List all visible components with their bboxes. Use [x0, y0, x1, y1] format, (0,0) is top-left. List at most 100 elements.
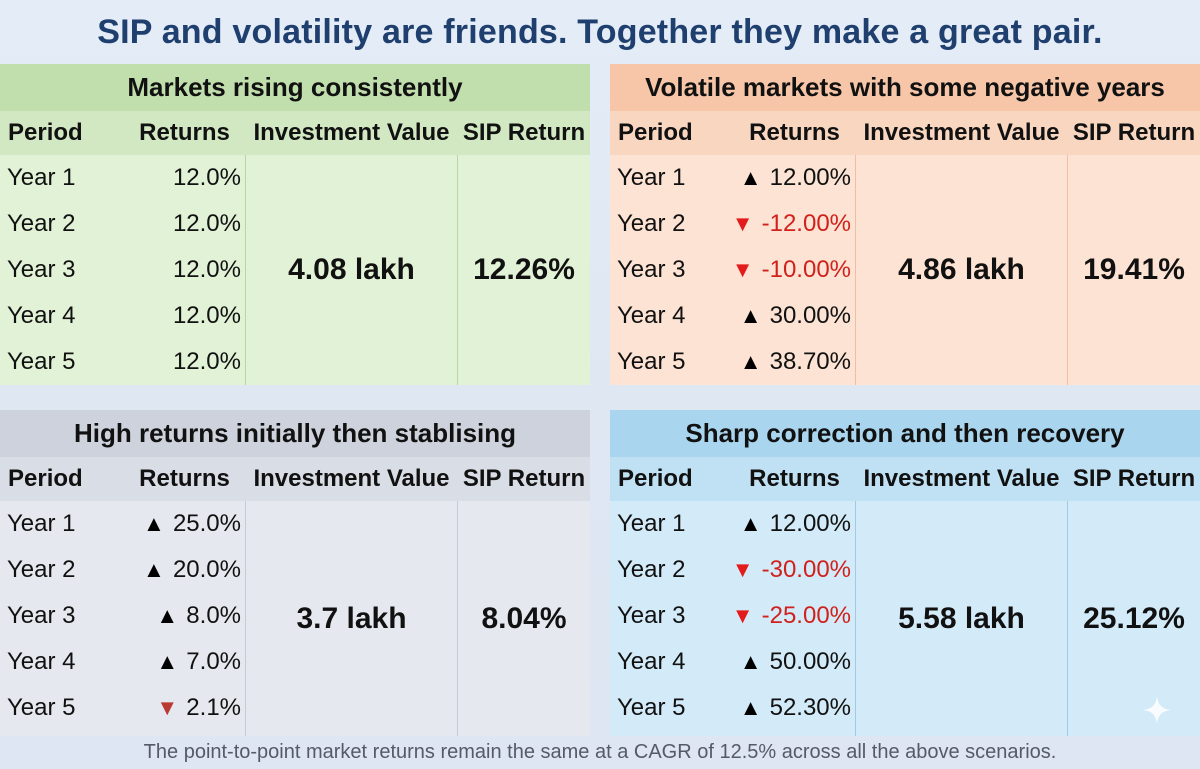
period-cell: Year 4 — [7, 302, 76, 329]
return-cell: 12.0% — [110, 210, 245, 238]
header-returns: Returns — [749, 119, 840, 146]
period-cell: Year 5 — [617, 694, 686, 721]
return-cell: ▲ 12.00% — [720, 164, 855, 192]
table-row: Year 2 ▼ -30.00% — [610, 547, 855, 593]
scenario-title: Volatile markets with some negative year… — [610, 64, 1200, 111]
down-arrow-icon: ▼ — [156, 695, 179, 720]
table-row: Year 1 ▲ 25.0% — [0, 501, 245, 547]
down-arrow-icon: ▼ — [731, 557, 754, 582]
period-cell: Year 2 — [7, 556, 76, 583]
return-cell: ▼ -12.00% — [720, 210, 855, 238]
return-cell: ▲ 25.0% — [110, 510, 245, 538]
up-arrow-icon: ▲ — [739, 349, 762, 374]
return-cell: ▲ 8.0% — [110, 602, 245, 630]
return-value: 7.0% — [186, 648, 241, 675]
period-cell: Year 2 — [7, 210, 76, 237]
table-row: Year 1 12.0% — [0, 155, 245, 201]
sip-return: 8.04% — [481, 601, 567, 635]
up-arrow-icon: ▲ — [739, 165, 762, 190]
table-row: Year 3 ▲ 8.0% — [0, 593, 245, 639]
return-cell: ▼ -30.00% — [720, 556, 855, 584]
scenario-title: High returns initially then stablising — [0, 410, 590, 457]
header-investment-value: Investment Value — [863, 119, 1060, 146]
return-cell: ▲ 7.0% — [110, 648, 245, 676]
return-cell: 12.0% — [110, 256, 245, 284]
page-title: SIP and volatility are friends. Together… — [97, 13, 1103, 51]
period-cell: Year 4 — [7, 648, 76, 675]
return-value: 50.00% — [769, 648, 851, 675]
return-value: 12.0% — [172, 164, 241, 191]
down-arrow-icon: ▼ — [731, 603, 754, 628]
table-row: Year 5 ▲ 52.30% — [610, 685, 855, 731]
investment-value: 5.58 lakh — [855, 501, 1068, 736]
period-cell: Year 3 — [7, 256, 76, 283]
period-cell: Year 5 — [7, 348, 76, 375]
return-cell: ▼ -10.00% — [720, 256, 855, 284]
return-cell: ▲ 12.00% — [720, 510, 855, 538]
returns-rows: Year 1 ▲ 12.00% Year 2 ▼ -30.00% Year 3 ▼ -25.00… — [610, 501, 855, 736]
header-sip-return: SIP Return — [1072, 119, 1196, 146]
period-cell: Year 5 — [617, 348, 686, 375]
return-value: 8.0% — [186, 602, 241, 629]
header-returns: Returns — [749, 465, 840, 492]
period-cell: Year 1 — [7, 510, 76, 537]
period-cell: Year 4 — [617, 302, 686, 329]
table-row: Year 4 ▲ 50.00% — [610, 639, 855, 685]
investment-value: 3.7 lakh — [245, 501, 458, 736]
return-cell: ▼ 2.1% — [110, 694, 245, 722]
header-investment-value: Investment Value — [863, 465, 1060, 492]
return-cell: ▲ 50.00% — [720, 648, 855, 676]
table-header: Period Returns Investment Value SIP Return — [0, 111, 590, 155]
up-arrow-icon: ▲ — [739, 695, 762, 720]
sip-return: 12.26% — [473, 253, 575, 286]
period-cell: Year 2 — [617, 210, 686, 237]
return-value: 25.0% — [172, 510, 241, 537]
return-cell: ▲ 52.30% — [720, 694, 855, 722]
return-value: 20.0% — [172, 556, 241, 583]
header-period: Period — [8, 465, 83, 492]
return-value: 12.0% — [172, 348, 241, 375]
scenario-title: Markets rising consistently — [0, 64, 590, 111]
header-returns: Returns — [139, 465, 230, 492]
sparkle-icon — [1143, 696, 1171, 724]
return-value: 30.00% — [769, 302, 851, 329]
return-value: 12.0% — [172, 302, 241, 329]
return-value: -10.00% — [761, 256, 851, 283]
return-value: -30.00% — [761, 556, 851, 583]
table-row: Year 3 12.0% — [0, 247, 245, 293]
header-period: Period — [618, 465, 693, 492]
returns-rows: Year 1 12.0% Year 2 12.0% Year 3 12.0% Year 4 1… — [0, 155, 245, 385]
sip-return: 19.41% — [1083, 253, 1185, 286]
header-returns: Returns — [139, 119, 230, 146]
return-value: 12.0% — [172, 210, 241, 237]
period-cell: Year 4 — [617, 648, 686, 675]
header-sip-return: SIP Return — [462, 119, 586, 146]
scenario-panel-high-then-stable: High returns initially then stablising Pe… — [0, 410, 590, 736]
header-investment-value: Investment Value — [253, 119, 450, 146]
return-value: 12.00% — [769, 164, 851, 191]
return-value: -12.00% — [761, 210, 851, 237]
up-arrow-icon: ▲ — [143, 511, 165, 536]
return-value: 38.70% — [769, 348, 851, 375]
up-arrow-icon: ▲ — [156, 603, 179, 628]
period-cell: Year 1 — [617, 164, 686, 191]
table-row: Year 3 ▼ -10.00% — [610, 247, 855, 293]
down-arrow-icon: ▼ — [731, 257, 754, 282]
returns-rows: Year 1 ▲ 12.00% Year 2 ▼ -12.00% Year 3 ▼ -10.00… — [610, 155, 855, 385]
return-cell: 12.0% — [110, 164, 245, 192]
down-arrow-icon: ▼ — [731, 211, 754, 236]
table-body: Year 1 ▲ 12.00% Year 2 ▼ -30.00% Year 3 ▼ -25.00… — [610, 501, 1200, 736]
return-cell: ▲ 30.00% — [720, 302, 855, 330]
table-row: Year 5 ▲ 38.70% — [610, 339, 855, 385]
table-row: Year 2 12.0% — [0, 201, 245, 247]
table-row: Year 4 12.0% — [0, 293, 245, 339]
period-cell: Year 1 — [7, 164, 76, 191]
scenario-panel-correction-recovery: Sharp correction and then recovery Period… — [610, 410, 1200, 736]
returns-rows: Year 1 ▲ 25.0% Year 2 ▲ 20.0% Year 3 ▲ 8.0% Year … — [0, 501, 245, 736]
table-row: Year 1 ▲ 12.00% — [610, 501, 855, 547]
sip-return: 25.12% — [1083, 601, 1185, 635]
scenario-panel-volatile: Volatile markets with some negative year… — [610, 64, 1200, 385]
period-cell: Year 1 — [617, 510, 686, 537]
return-value: -25.00% — [761, 602, 851, 629]
table-row: Year 1 ▲ 12.00% — [610, 155, 855, 201]
